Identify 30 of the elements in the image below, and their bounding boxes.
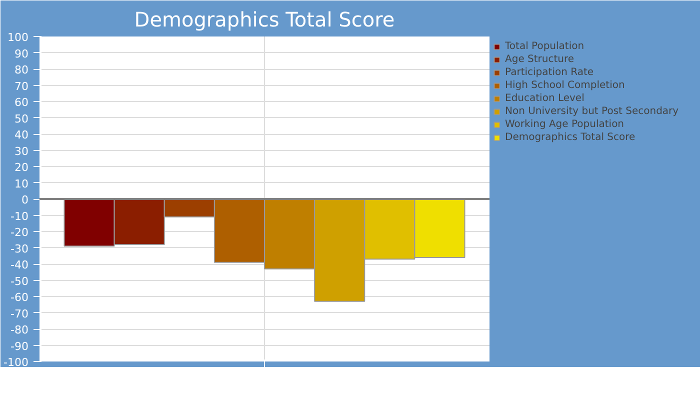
y-tick-label: 60 — [14, 96, 29, 109]
y-tick-label: -100 — [4, 356, 29, 369]
chart-title: Demographics Total Score — [134, 8, 395, 32]
y-tick-label: 10 — [14, 177, 29, 190]
y-tick-label: 20 — [14, 161, 29, 174]
y-tick-label: 80 — [14, 64, 29, 76]
y-tick-label: -90 — [10, 340, 28, 353]
y-tick-label: 40 — [14, 128, 29, 142]
legend-label: Education Level — [505, 92, 584, 104]
y-tick-label: -60 — [10, 291, 28, 304]
y-tick-label: -80 — [10, 324, 28, 336]
y-tick-label: 70 — [14, 80, 29, 93]
y-tick-label: -30 — [10, 242, 28, 256]
y-tick-label: -70 — [10, 307, 28, 320]
y-tick-label: -10 — [10, 210, 28, 223]
y-tick-label: 50 — [14, 112, 29, 126]
y-tick-label: -50 — [10, 274, 28, 288]
y-tick-label: 0 — [22, 194, 28, 206]
legend-label: Demographics Total Score — [505, 131, 636, 143]
y-tick-label: 90 — [14, 47, 29, 60]
y-tick-label: 100 — [8, 31, 29, 44]
legend-label: Total Population — [505, 40, 584, 52]
legend-label: Age Structure — [505, 53, 574, 65]
y-tick-label: -40 — [10, 258, 28, 272]
y-tick-label: -20 — [10, 226, 28, 239]
legend-label: High School Completion — [505, 79, 625, 91]
legend-label: Non University but Post Secondary — [505, 105, 679, 117]
legend-label: Participation Rate — [505, 66, 594, 78]
legend-label: Working Age Population — [505, 118, 624, 130]
y-tick-label: 30 — [14, 144, 29, 158]
